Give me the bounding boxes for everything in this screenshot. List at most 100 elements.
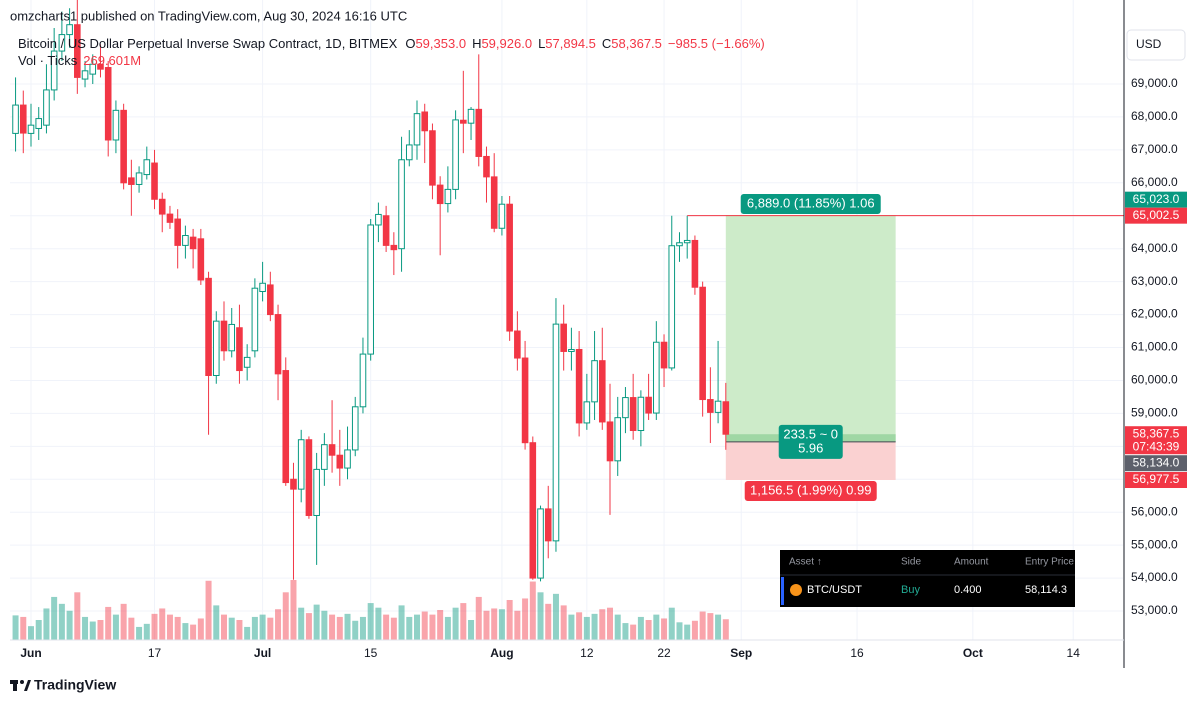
x-tick-label: 15 — [364, 646, 378, 660]
volume-bar — [560, 605, 567, 640]
volume-bar — [128, 617, 135, 640]
btc-icon — [790, 584, 802, 596]
candle-body — [429, 130, 436, 186]
candle-body — [544, 508, 552, 542]
candle-body — [66, 24, 73, 36]
candle-body — [483, 155, 490, 178]
volume-bar — [529, 581, 536, 640]
currency-box[interactable] — [1126, 29, 1186, 61]
volume-bar — [452, 607, 459, 640]
candle-body — [19, 104, 27, 134]
candle-body — [259, 282, 266, 293]
candle-body — [529, 442, 537, 579]
volume-bar — [159, 608, 166, 640]
volume-bar — [82, 616, 89, 640]
candle-body — [514, 330, 521, 359]
legend-key: L — [538, 36, 545, 51]
logo — [10, 680, 31, 691]
volume-bar — [406, 616, 413, 640]
candle-body — [220, 320, 228, 352]
entry-label: 233.5 ~ 0 — [783, 426, 838, 441]
stop-tag — [1125, 472, 1187, 488]
x-tick-label: Oct — [963, 646, 983, 660]
volume-bar — [313, 604, 320, 640]
volume-bar — [305, 613, 312, 640]
candle-body — [398, 159, 405, 250]
candle-body — [552, 323, 560, 542]
volume-bar — [120, 603, 127, 640]
y-tick-label: 53,000.0 — [1131, 603, 1178, 617]
candle-body — [236, 327, 243, 372]
entry-label-box — [778, 424, 843, 459]
candle-body — [668, 245, 676, 369]
candle-body — [436, 184, 444, 205]
volume-bar — [197, 618, 204, 640]
candle-body — [575, 348, 583, 424]
publisher: omzcharts1 published on TradingView.com,… — [10, 8, 407, 23]
candle-body — [475, 108, 483, 157]
candle-body — [27, 124, 35, 134]
candle-body — [714, 400, 722, 413]
y-tick-label: 61,000.0 — [1131, 340, 1178, 354]
volume-bar — [637, 616, 644, 640]
candle-body — [606, 421, 614, 462]
candle-body — [74, 24, 81, 78]
table-cell: 58,114.3 — [1025, 584, 1067, 596]
volume-value: 269.601M — [83, 53, 141, 68]
x-tick-label: 12 — [580, 646, 594, 660]
candle-body — [81, 70, 89, 80]
volume-bar — [591, 613, 598, 640]
candle-body — [382, 215, 390, 246]
candle-body — [560, 323, 567, 352]
candle-body — [58, 34, 66, 52]
legend-value: 57,894.5 — [545, 36, 596, 51]
logo-mark — [13, 684, 17, 691]
volume-bar — [630, 624, 637, 640]
candle-body — [112, 109, 120, 141]
grid: 53,000.054,000.055,000.056,000.057,000.0… — [10, 0, 1178, 660]
candle-body — [413, 113, 421, 146]
last-price-tag-countdown: 07:43:39 — [1133, 439, 1180, 453]
candle-body — [344, 449, 351, 469]
legend-key: C — [602, 36, 611, 51]
volume-bar — [89, 621, 96, 640]
candle-body — [653, 341, 660, 414]
y-tick-label: 62,000.0 — [1131, 307, 1178, 321]
position-tool — [725, 214, 896, 480]
x-tick-label: Jul — [254, 646, 271, 660]
x-tick-label: 16 — [850, 646, 864, 660]
candle-body — [467, 108, 475, 124]
x-tick-label: Sep — [730, 646, 752, 660]
candle-body — [166, 213, 174, 223]
entry-tag-label: 58,134.0 — [1133, 455, 1180, 469]
candle-body — [645, 396, 652, 414]
table-cell: 0.400 — [954, 584, 982, 596]
volume-bar — [151, 613, 158, 640]
table-header: Side — [901, 557, 921, 568]
candle-body — [367, 224, 374, 355]
candle-body — [182, 235, 189, 246]
volume-bar — [344, 613, 351, 640]
x-tick-label: 14 — [1067, 646, 1081, 660]
volume-bar — [143, 623, 150, 640]
y-tick-label: 68,000.0 — [1131, 109, 1178, 123]
y-tick-label: 63,000.0 — [1131, 274, 1178, 288]
table: Asset ↑ Side Amount Entry Price BTC/USDT Buy 0… — [789, 557, 1074, 596]
volume-bar — [522, 598, 529, 640]
candle-body — [359, 353, 367, 408]
candle-body — [421, 111, 429, 132]
volume-bar — [352, 620, 359, 640]
x-tick-label: Jun — [20, 646, 41, 660]
candle-body — [297, 439, 305, 490]
volume-bar — [205, 580, 212, 640]
target-label-box — [740, 193, 881, 214]
volume-bar — [398, 605, 405, 640]
candle-body — [321, 444, 328, 470]
candle-body — [274, 314, 282, 375]
candle-body — [637, 396, 645, 432]
candle-body — [490, 176, 498, 229]
candle-body — [290, 478, 297, 490]
table-header: Amount — [954, 557, 989, 568]
candle-body — [104, 67, 112, 141]
